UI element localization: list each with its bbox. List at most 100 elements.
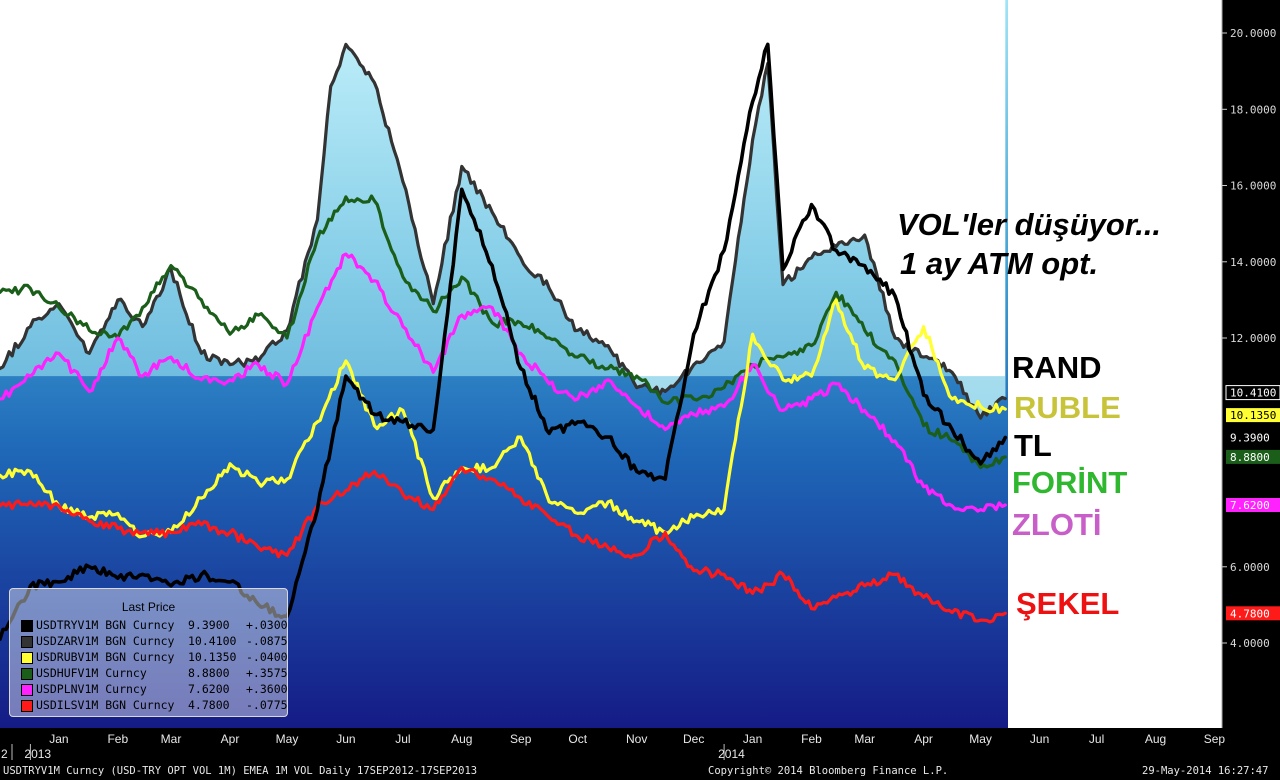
year-label: 2014	[718, 747, 745, 761]
left-edge-label: 2	[1, 747, 8, 761]
legend-last-price: 10.1350	[188, 650, 237, 664]
x-tick-label: Sep	[510, 732, 532, 746]
x-tick-label: Jun	[1030, 732, 1049, 746]
legend-series-name: USDHUFV1M Curncy	[36, 666, 147, 680]
x-tick-label: Oct	[568, 732, 587, 746]
x-tick-label: Feb	[801, 732, 822, 746]
footer-right: 29-May-2014 16:27:47	[1142, 765, 1269, 777]
last-price-badge	[1226, 408, 1280, 423]
x-tick-label: Apr	[914, 732, 933, 746]
legend-series-name: USDPLNV1M Curncy	[36, 682, 147, 696]
x-tick-label: Jan	[49, 732, 68, 746]
legend-change: +.0300	[246, 618, 288, 632]
y-tick-label: 12.0000	[1230, 332, 1276, 345]
legend-row: USDRUBV1M BGN Curncy 10.1350 -.0400	[10, 648, 288, 664]
legend-series-name: USDRUBV1M BGN Curncy	[36, 650, 175, 664]
x-tick-label: Jan	[743, 732, 762, 746]
footer-left: USDTRYV1M Curncy (USD-TRY OPT VOL 1M) EM…	[3, 765, 478, 777]
y-axis: 20.0000 18.0000 16.0000 14.0000 12.0000 6.000…	[1221, 0, 1276, 728]
legend-last-price: 7.6200	[188, 682, 230, 696]
last-price-badge-text: 7.6200	[1230, 499, 1270, 512]
legend-swatch	[21, 700, 33, 712]
sekel-line	[0, 466, 1007, 624]
x-tick-label: May	[276, 732, 299, 746]
last-price-badge	[1226, 430, 1280, 445]
y-tick-label: 16.0000	[1230, 180, 1276, 193]
legend-last-price: 4.7800	[188, 698, 230, 712]
x-tick-label: Sep	[1204, 732, 1226, 746]
headline-line-2: 1 ay ATM opt.	[900, 246, 1099, 281]
legend-box: Last Price USDTRYV1M BGN Curncy 9.3900 +.0…	[9, 588, 288, 717]
legend-swatch	[21, 684, 33, 696]
legend-series-name: USDILSV1M BGN Curncy	[36, 698, 175, 712]
rand-label: RAND	[1012, 350, 1102, 385]
x-tick-label: Jun	[336, 732, 355, 746]
y-tick-label: 18.0000	[1230, 103, 1276, 116]
legend-series-name: USDTRYV1M BGN Curncy	[36, 618, 175, 632]
footer-center: Copyright© 2014 Bloomberg Finance L.P.	[708, 765, 949, 777]
last-price-badge-text: 8.8800	[1230, 451, 1270, 464]
last-price-badge-text: 9.3900	[1230, 432, 1270, 445]
legend-last-price: 9.3900	[188, 618, 230, 632]
y-tick-label: 14.0000	[1230, 256, 1276, 269]
area-fill-layer	[0, 0, 1006, 419]
y-tick-label: 20.0000	[1230, 27, 1276, 40]
zloti-line	[0, 252, 1007, 513]
zloti-label: ZLOTİ	[1012, 507, 1102, 542]
series-layer	[0, 42, 1008, 641]
x-tick-label: Dec	[683, 732, 704, 746]
y-tick-label: 6.0000	[1230, 561, 1270, 574]
x-tick-label: Nov	[626, 732, 647, 746]
future-background	[1008, 0, 1222, 728]
legend-row: USDHUFV1M Curncy 8.8800 +.3575	[10, 664, 288, 680]
area-above-rand	[0, 0, 1006, 419]
x-tick-label: Aug	[451, 732, 472, 746]
legend-change: +.3575	[246, 666, 288, 680]
year-label: 2013	[24, 747, 51, 761]
legend-last-price: 8.8800	[188, 666, 230, 680]
legend-series-name: USDZARV1M BGN Curncy	[36, 634, 175, 648]
last-price-badge-text: 10.4100	[1230, 387, 1276, 400]
last-price-badge	[1226, 449, 1280, 464]
last-price-badge	[1226, 498, 1280, 512]
legend-last-price: 10.4100	[188, 634, 237, 648]
legend-title: Last Price	[121, 600, 176, 614]
legend-swatch	[21, 636, 33, 648]
legend-change: +.3600	[246, 682, 288, 696]
x-tick-label: Mar	[854, 732, 875, 746]
last-price-badge-text: 10.1350	[1230, 409, 1276, 422]
legend-change: -.0775	[246, 698, 288, 712]
legend-row: USDTRYV1M BGN Curncy 9.3900 +.0300	[10, 616, 288, 632]
x-tick-label: Feb	[107, 732, 128, 746]
headline-line-1: VOL'ler düşüyor...	[897, 207, 1162, 242]
legend-row: USDPLNV1M Curncy 7.6200 +.3600	[10, 680, 288, 696]
last-price-badge-text: 4.7800	[1230, 607, 1270, 620]
forint-line	[0, 194, 1007, 470]
last-price-badges: 10.4100 10.1350 9.3900 8.8800 7.6200 4.7800	[1225, 385, 1280, 621]
tl-label: TL	[1014, 428, 1052, 463]
legend-change: -.0875	[246, 634, 288, 648]
legend-row: USDILSV1M BGN Curncy 4.7800 -.0775	[10, 696, 288, 712]
tl-line	[0, 42, 1008, 641]
last-price-badge	[1226, 606, 1280, 621]
legend-swatch	[21, 652, 33, 664]
x-tick-label: May	[969, 732, 992, 746]
x-axis: Jan Feb Mar Apr May Jun Jul Aug Sep Oct Nov Dec Jan F…	[1, 732, 1225, 761]
x-tick-label: Aug	[1145, 732, 1166, 746]
x-tick-label: Jul	[395, 732, 410, 746]
x-tick-label: Jul	[1089, 732, 1104, 746]
sekel-label: ŞEKEL	[1016, 586, 1120, 621]
x-tick-label: Apr	[221, 732, 240, 746]
legend-row: USDZARV1M BGN Curncy 10.4100 -.0875	[10, 632, 288, 648]
x-axis-bar	[0, 728, 1222, 780]
legend-change: -.0400	[246, 650, 288, 664]
legend-swatch	[21, 668, 33, 680]
legend-swatch	[21, 620, 33, 632]
forint-label: FORİNT	[1012, 465, 1128, 500]
y-tick-label: 4.0000	[1230, 637, 1270, 650]
ruble-label: RUBLE	[1014, 390, 1121, 425]
last-price-badge	[1225, 385, 1280, 401]
x-tick-label: Mar	[161, 732, 182, 746]
